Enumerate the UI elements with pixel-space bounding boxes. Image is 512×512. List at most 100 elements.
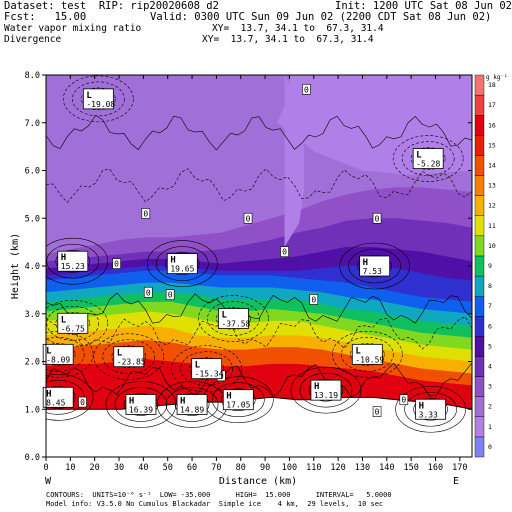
- colorbar-label: 8: [488, 282, 492, 290]
- forecast-hour-label: Fcst: 15.00: [4, 11, 87, 23]
- divergence-contour: [395, 385, 466, 433]
- dataset-label: Dataset: test RIP: rip20020608 d2: [4, 0, 219, 12]
- divergence-contour: [93, 333, 165, 381]
- extremum-box: [222, 389, 254, 411]
- divergence-contour: [105, 381, 177, 428]
- divergence-contours: [46, 75, 472, 433]
- low-marker: L: [355, 346, 361, 356]
- colorbar-swatch: [474, 235, 485, 257]
- extremum-box: [125, 394, 157, 415]
- divergence-contour: [46, 343, 76, 366]
- colorbar-swatch: [474, 195, 485, 216]
- y-tick-label: 0.0: [25, 453, 40, 463]
- x-tick-label: 150: [403, 463, 418, 473]
- low-marker: L: [416, 151, 422, 161]
- zero-contour-label: 0: [401, 396, 406, 405]
- extremum-value: 15.23: [61, 262, 85, 271]
- x-tick-label: 30: [114, 463, 124, 473]
- extremum-value: -15.34: [195, 370, 224, 379]
- extremum-value: -19.08: [86, 100, 115, 109]
- y-tick-label: 3.0: [25, 310, 40, 320]
- colorbar-swatch: [474, 356, 485, 377]
- divergence-contour: [46, 292, 472, 326]
- colorbar-label: 0: [488, 443, 492, 451]
- colorbar-swatch: [474, 316, 485, 337]
- colorbar-label: 17: [488, 101, 496, 109]
- low-marker: L: [195, 361, 201, 371]
- valid-time-label: Valid: 0300 UTC Sun 09 Jun 02 (2200 CDT …: [150, 11, 492, 23]
- divergence-contour: [46, 168, 472, 203]
- extremum-box: [82, 88, 114, 110]
- x-tick-label: 120: [330, 463, 345, 473]
- divergence-contour: [341, 337, 394, 372]
- colorbar-swatch: [474, 175, 485, 196]
- divergence-contour: [46, 362, 472, 398]
- divergence-contour: [180, 351, 233, 386]
- divergence-contour: [404, 391, 457, 427]
- colorbar-swatch: [474, 255, 485, 277]
- divergence-contour: [55, 249, 91, 273]
- zero-contour-box: [165, 289, 175, 300]
- colorbar-swatch: [474, 155, 485, 176]
- divergence-contour: [308, 378, 344, 402]
- colorbar-units: g kg⁻¹: [486, 74, 508, 81]
- x-tick-label: 170: [452, 463, 467, 473]
- zero-contour-box: [372, 406, 382, 417]
- colorbar-label: 3: [488, 383, 492, 391]
- divergence-contour: [102, 339, 156, 375]
- divergence-contour: [111, 345, 147, 369]
- x-tick-label: 0: [43, 463, 48, 473]
- extremum-value: -5.28: [416, 160, 440, 169]
- divergence-contour: [72, 81, 125, 117]
- high-marker: H: [314, 382, 319, 392]
- divergence-contour: [350, 343, 385, 366]
- extremum-value: -8.09: [46, 355, 70, 364]
- divergence-contour: [401, 141, 455, 176]
- zero-contour-box: [372, 212, 382, 224]
- zero-contour-box: [112, 258, 121, 269]
- colorbar-swatch: [474, 336, 485, 357]
- extremum-box: [42, 386, 74, 408]
- extremum-box: [113, 346, 145, 368]
- x-tick-label: 70: [211, 463, 221, 473]
- divergence-contour: [392, 135, 464, 182]
- y-tick-label: 7.0: [25, 119, 40, 129]
- y-axis-label: Height (km): [10, 233, 21, 299]
- colorbar-label: 10: [488, 242, 496, 250]
- x-tick-label: 160: [428, 463, 443, 473]
- divergence-contour: [46, 374, 94, 421]
- divergence-contour: [123, 393, 159, 416]
- extremum-value: 19.65: [170, 265, 194, 274]
- x-tick-label: 100: [282, 463, 297, 473]
- x-tick-label: 110: [306, 463, 321, 473]
- zero-contour-label: 0: [311, 295, 316, 304]
- divergence-contour: [46, 386, 76, 409]
- x-tick-label: 20: [90, 463, 100, 473]
- extremum-box: [351, 343, 383, 365]
- zero-contour-box: [78, 396, 87, 408]
- moisture-patch: [284, 75, 305, 247]
- zero-contour-label: 0: [146, 288, 151, 297]
- model-info: Model info: V3.5.0 No Cumulus Blackadar …: [46, 500, 384, 508]
- divergence-contour: [357, 254, 392, 278]
- colorbar-label: 4: [488, 363, 492, 371]
- divergence-contour: [339, 242, 410, 290]
- colorbar-label: 7: [488, 302, 492, 310]
- high-marker: H: [129, 396, 134, 406]
- extremum-value: -23.85: [117, 358, 146, 367]
- extremum-value: 14.89: [180, 405, 204, 414]
- cross-section-endpoints-2: XY= 13.7, 34.1 to 67.3, 31.4: [202, 34, 374, 45]
- extremum-value: -37.58: [221, 320, 250, 329]
- extremum-value: 16.39: [129, 405, 153, 414]
- colorbar-swatch: [474, 215, 485, 237]
- extremum-value: 7.53: [363, 267, 382, 276]
- colorbar-label: 11: [488, 222, 496, 230]
- x-tick-label: 90: [260, 463, 270, 473]
- divergence-contour: [55, 311, 91, 335]
- colorbar-swatch: [474, 74, 485, 96]
- divergence-contour: [46, 243, 100, 279]
- extremum-box: [359, 255, 391, 277]
- zero-contour-box: [399, 394, 409, 406]
